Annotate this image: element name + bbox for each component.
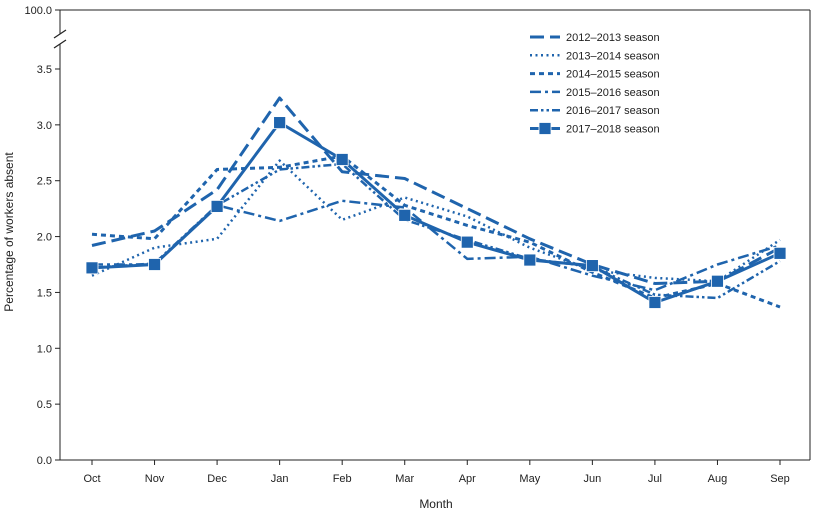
series-line — [91, 162, 781, 300]
x-tick-label: Sep — [770, 473, 790, 485]
x-tick-label: Oct — [83, 473, 100, 485]
y-tick-label: 1.0 — [37, 343, 52, 355]
y-tick-label: 3.0 — [37, 120, 52, 132]
x-tick-label: May — [519, 473, 540, 485]
data-point-marker — [648, 296, 662, 309]
data-point-marker — [711, 274, 724, 288]
data-point-marker — [523, 253, 537, 267]
y-tick-label: 0.0 — [37, 455, 52, 467]
y-axis-title: Percentage of workers absent — [2, 152, 16, 312]
x-tick-label: Feb — [333, 473, 352, 485]
y-tick-label: 1.5 — [37, 287, 52, 299]
x-axis-title: Month — [419, 497, 452, 511]
data-point-marker — [398, 208, 412, 222]
series-line — [91, 154, 781, 309]
legend-label: 2012–2013 season — [566, 32, 660, 44]
data-point-marker — [335, 153, 349, 166]
x-tick-label: Dec — [207, 473, 227, 485]
x-tick-label: Aug — [708, 473, 728, 485]
y-tick-label: 2.5 — [37, 176, 52, 188]
x-tick-label: Apr — [459, 473, 476, 485]
legend-label: 2016–2017 season — [566, 105, 660, 117]
legend-marker — [538, 122, 552, 135]
legend-label: 2017–2018 season — [566, 124, 660, 136]
data-point-marker — [85, 261, 99, 275]
legend-label: 2015–2016 season — [566, 87, 660, 99]
plot-frame — [53, 9, 811, 461]
x-tick-label: Jun — [583, 473, 601, 485]
legend-label: 2014–2015 season — [566, 69, 660, 81]
series-layer — [85, 96, 787, 309]
series-line — [91, 96, 781, 285]
y-tick-label: 0.5 — [37, 399, 52, 411]
axis-break-mark-upper — [53, 29, 67, 39]
x-tick-label: Mar — [395, 473, 414, 485]
y-tick-label-top: 100.0 — [24, 5, 52, 17]
axis-break-mark-lower — [53, 39, 67, 49]
legend: 2012–2013 season 2013–2014 season 2014–201… — [530, 32, 660, 136]
series-line — [91, 121, 781, 304]
y-tick-label: 3.5 — [37, 64, 52, 76]
data-point-marker — [585, 259, 599, 273]
series-line — [92, 199, 781, 292]
x-tick-label: Jan — [271, 473, 289, 485]
legend-label: 2013–2014 season — [566, 50, 660, 62]
x-tick-label: Jul — [648, 473, 662, 485]
x-tick-label: Nov — [145, 473, 165, 485]
y-tick-label: 2.0 — [37, 232, 52, 244]
x-axis: Oct Nov Dec Jan Feb Mar Apr May Jun Jul Aug Sep — [83, 460, 790, 485]
series-line — [91, 159, 781, 283]
data-point-marker — [210, 200, 224, 213]
data-point-marker — [148, 258, 161, 271]
data-point-marker — [460, 235, 474, 249]
y-axis: 0.0 0.5 1.0 1.5 2.0 2.5 3.0 3.5 100.0 — [24, 5, 60, 467]
data-point-marker — [773, 246, 787, 260]
data-point-marker — [273, 116, 287, 130]
